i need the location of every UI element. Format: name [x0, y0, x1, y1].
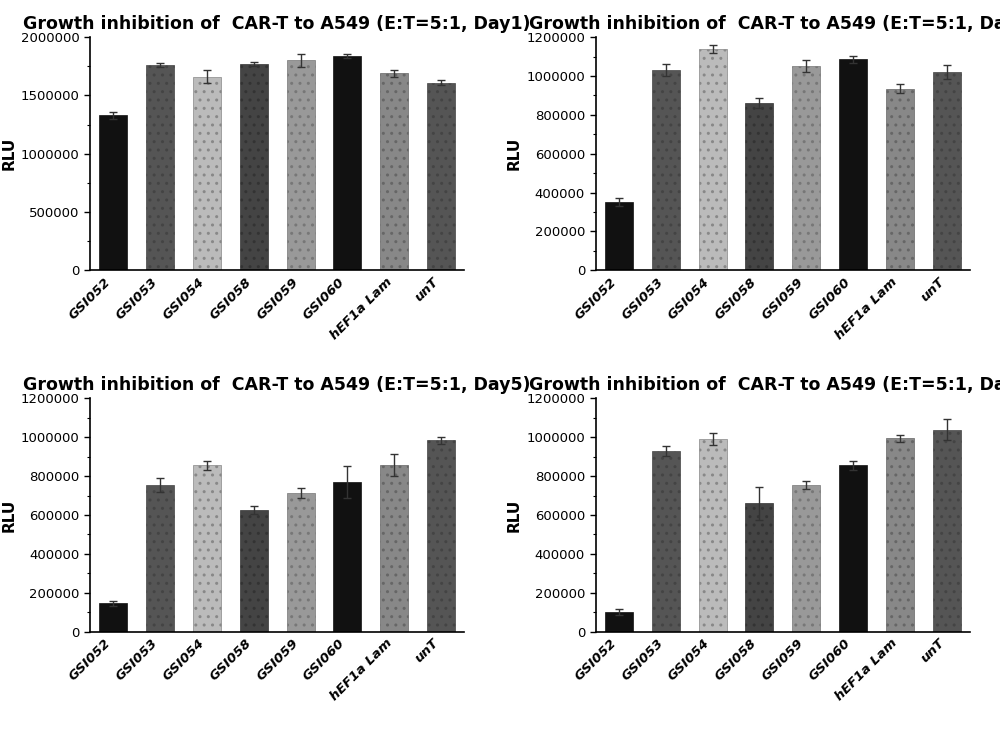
Y-axis label: RLU: RLU — [2, 499, 17, 532]
Bar — [792, 66, 820, 270]
Bar — [380, 465, 408, 632]
Bar — [745, 103, 773, 270]
Bar — [933, 429, 961, 632]
Title: Growth inhibition of  CAR-T to A549 (E:T=5:1, Day7): Growth inhibition of CAR-T to A549 (E:T=… — [529, 376, 1000, 394]
Bar — [933, 72, 961, 270]
Bar — [699, 439, 727, 632]
Bar — [380, 74, 408, 270]
Y-axis label: RLU: RLU — [2, 137, 17, 170]
Bar — [839, 465, 867, 632]
Bar — [333, 482, 361, 632]
Title: Growth inhibition of  CAR-T to A549 (E:T=5:1, Day1): Growth inhibition of CAR-T to A549 (E:T=… — [23, 15, 531, 33]
Bar — [699, 49, 727, 270]
Bar — [886, 438, 914, 632]
Bar — [605, 612, 633, 632]
Bar — [427, 82, 455, 270]
Bar — [146, 485, 174, 632]
Bar — [240, 64, 268, 270]
Bar — [287, 493, 315, 632]
Bar — [193, 465, 221, 632]
Title: Growth inhibition of  CAR-T to A549 (E:T=5:1, Day5): Growth inhibition of CAR-T to A549 (E:T=… — [23, 376, 531, 394]
Bar — [652, 70, 680, 270]
Bar — [427, 440, 455, 632]
Bar — [605, 202, 633, 270]
Bar — [99, 603, 127, 632]
Bar — [792, 485, 820, 632]
Bar — [240, 510, 268, 632]
Bar — [99, 115, 127, 270]
Bar — [745, 503, 773, 632]
Bar — [886, 88, 914, 270]
Bar — [839, 59, 867, 270]
Title: Growth inhibition of  CAR-T to A549 (E:T=5:1, Day3): Growth inhibition of CAR-T to A549 (E:T=… — [529, 15, 1000, 33]
Y-axis label: RLU: RLU — [507, 137, 522, 170]
Bar — [193, 77, 221, 270]
Bar — [333, 56, 361, 270]
Bar — [287, 60, 315, 270]
Y-axis label: RLU: RLU — [507, 499, 522, 532]
Bar — [146, 65, 174, 270]
Bar — [652, 451, 680, 632]
